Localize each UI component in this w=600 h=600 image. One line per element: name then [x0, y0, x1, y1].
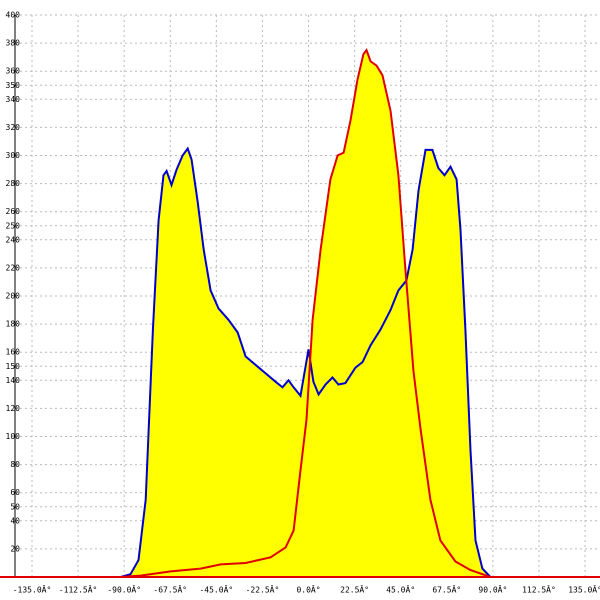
y-tick-label: 340	[6, 95, 21, 104]
y-tick-label: 300	[6, 151, 21, 160]
x-tick-label: 90.0Â°	[478, 584, 507, 595]
y-tick-label: 380	[6, 39, 21, 48]
y-tick-label: 180	[6, 320, 21, 329]
y-tick-label: 200	[6, 292, 21, 301]
x-tick-label: -135.0Â°	[13, 584, 52, 595]
y-tick-label: 280	[6, 179, 21, 188]
x-tick-label: 22.5Â°	[340, 584, 369, 595]
y-tick-label: 240	[6, 235, 21, 244]
y-tick-label: 220	[6, 263, 21, 272]
y-tick-label: 360	[6, 67, 21, 76]
y-tick-label: 250	[6, 221, 21, 230]
x-tick-label: 45.0Â°	[386, 584, 415, 595]
x-tick-label: 135.0Â°	[568, 584, 600, 595]
series-line	[120, 146, 492, 578]
series-line	[120, 48, 491, 578]
x-tick-label: -22.5Â°	[246, 584, 280, 595]
x-tick-label: 0.0Â°	[296, 584, 320, 595]
y-tick-label: 120	[6, 404, 21, 413]
y-tick-label: 320	[6, 123, 21, 132]
y-tick-label: 160	[6, 348, 21, 357]
x-tick-label: -112.5Â°	[59, 584, 98, 595]
y-tick-label: 400	[6, 11, 21, 20]
y-tick-label: 350	[6, 81, 21, 90]
y-tick-label: 140	[6, 376, 21, 385]
x-tick-label: 67.5Â°	[432, 584, 461, 595]
x-tick-label: 112.5Â°	[522, 584, 556, 595]
y-tick-label: 100	[6, 432, 21, 441]
y-tick-label: 260	[6, 207, 21, 216]
y-tick-label: 150	[6, 362, 21, 371]
x-tick-label: -90.0Â°	[107, 584, 141, 595]
x-tick-label: -67.5Â°	[153, 584, 187, 595]
x-tick-label: -45.0Â°	[199, 584, 233, 595]
